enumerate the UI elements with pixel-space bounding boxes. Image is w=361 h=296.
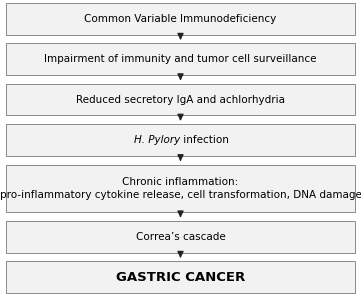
Bar — [6, 124, 355, 156]
Bar — [6, 261, 355, 293]
Text: GASTRIC CANCER: GASTRIC CANCER — [116, 271, 245, 284]
Text: Impairment of immunity and tumor cell surveillance: Impairment of immunity and tumor cell su… — [44, 54, 317, 64]
Bar — [6, 221, 355, 252]
Bar — [6, 44, 355, 75]
Text: H. Pylory: H. Pylory — [134, 135, 180, 145]
Bar — [6, 165, 355, 212]
Text: Chronic inflammation:
pro-inflammatory cytokine release, cell transformation, DN: Chronic inflammation: pro-inflammatory c… — [0, 177, 361, 200]
Bar — [6, 84, 355, 115]
Text: Common Variable Immunodeficiency: Common Variable Immunodeficiency — [84, 14, 277, 24]
Text: Reduced secretory IgA and achlorhydria: Reduced secretory IgA and achlorhydria — [76, 95, 285, 105]
Text: infection: infection — [180, 135, 229, 145]
Bar — [6, 3, 355, 35]
Text: Correa’s cascade: Correa’s cascade — [136, 232, 225, 242]
